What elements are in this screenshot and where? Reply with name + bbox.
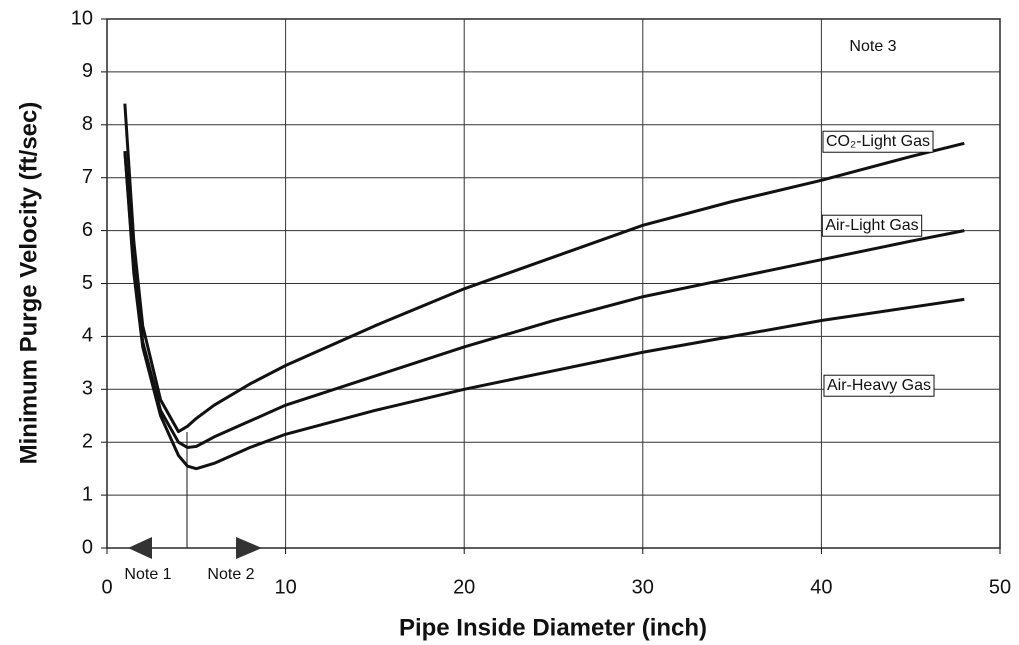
- y-tick-label: 3: [82, 378, 93, 400]
- y-tick-label: 2: [82, 430, 93, 452]
- x-tick-label: 30: [632, 576, 654, 598]
- y-tick-label: 6: [82, 219, 93, 241]
- y-tick-label: 0: [82, 536, 93, 558]
- series-label: Air-Heavy Gas: [827, 377, 931, 394]
- series-label: CO₂-Light Gas: [826, 133, 930, 150]
- x-tick-label: 50: [989, 576, 1011, 598]
- series-label-box: [823, 374, 935, 397]
- series-line: [123, 151, 965, 471]
- x-tick-label: 20: [453, 576, 475, 598]
- y-tick-label: 1: [82, 483, 93, 505]
- series-line: [123, 103, 965, 434]
- annotation: Note 2: [207, 566, 254, 583]
- y-axis-title: Minimum Purge Velocity (ft/sec): [15, 102, 42, 465]
- series-label-box: [821, 214, 923, 237]
- y-tick-label: 10: [71, 7, 93, 29]
- x-tick-label: 10: [274, 576, 296, 598]
- annotation: Note 1: [124, 566, 171, 583]
- x-tick-label: 0: [101, 576, 112, 598]
- y-tick-label: 9: [82, 60, 93, 82]
- annotation: Note 3: [849, 38, 896, 55]
- y-tick-label: 5: [82, 272, 93, 294]
- y-tick-label: 7: [82, 166, 93, 188]
- x-axis-title: Pipe Inside Diameter (inch): [399, 614, 707, 641]
- series-label: Air-Light Gas: [825, 217, 918, 234]
- y-tick-label: 8: [82, 113, 93, 135]
- series-label-box: [822, 130, 934, 153]
- y-tick-label: 4: [82, 325, 93, 347]
- x-tick-label: 40: [810, 576, 832, 598]
